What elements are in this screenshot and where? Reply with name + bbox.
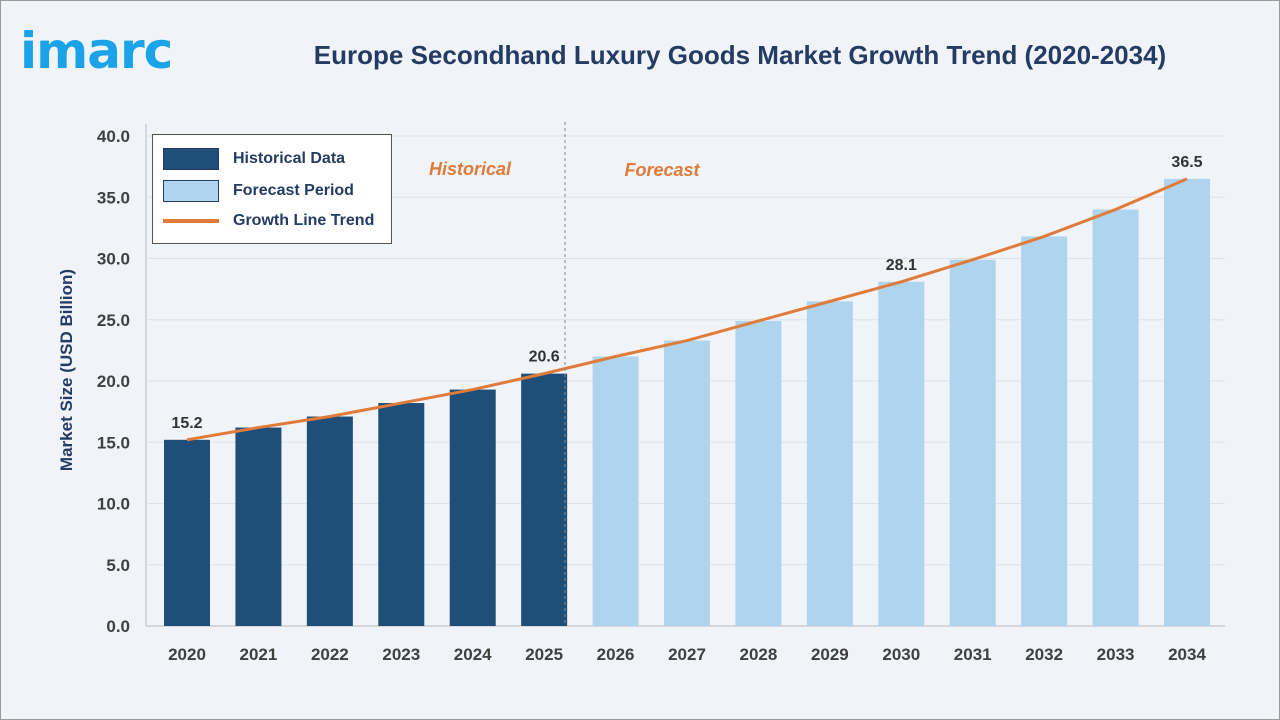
- bar-2033: [1092, 209, 1139, 626]
- forecast-swatch: [163, 180, 219, 202]
- legend-forecast: Forecast Period: [163, 180, 354, 202]
- trend-swatch: [163, 219, 219, 223]
- bar-2031: [949, 259, 996, 626]
- x-tick-label: 2020: [168, 645, 206, 664]
- x-tick-label: 2033: [1097, 645, 1135, 664]
- bar-2021: [235, 427, 282, 626]
- x-tick-label: 2021: [240, 645, 278, 664]
- y-tick-label: 10.0: [97, 495, 130, 514]
- data-label: 36.5: [1171, 154, 1202, 171]
- legend: Historical Data Forecast Period Growth L…: [152, 134, 392, 244]
- y-tick-label: 15.0: [97, 433, 130, 452]
- x-tick-label: 2032: [1025, 645, 1063, 664]
- bar-2025: [521, 373, 568, 626]
- x-tick-label: 2029: [811, 645, 849, 664]
- y-tick-label: 20.0: [97, 372, 130, 391]
- bar-2024: [449, 389, 496, 626]
- chart-title: Europe Secondhand Luxury Goods Market Gr…: [313, 40, 1167, 70]
- forecast-annotation: Forecast: [624, 160, 700, 180]
- bar-2027: [664, 340, 710, 626]
- bar-2026: [592, 356, 639, 626]
- y-tick-label: 25.0: [97, 311, 130, 330]
- y-tick-label: 35.0: [97, 188, 130, 207]
- x-tick-label: 2034: [1168, 645, 1206, 664]
- legend-label: Historical Data: [233, 150, 346, 167]
- legend-trend: Growth Line Trend: [163, 212, 374, 230]
- legend-historical: Historical Data: [163, 148, 345, 170]
- data-label: 28.1: [886, 257, 917, 274]
- data-label: 20.6: [529, 349, 560, 366]
- imarc-logo: imarc: [20, 22, 173, 80]
- x-tick-label: 2024: [454, 645, 492, 664]
- y-axis-label: Market Size (USD Billion): [57, 269, 76, 471]
- data-label: 15.2: [171, 415, 202, 432]
- legend-label: Forecast Period: [233, 182, 354, 199]
- bar-2020: [164, 439, 210, 626]
- y-tick-label: 5.0: [106, 556, 130, 575]
- x-tick-label: 2022: [311, 645, 349, 664]
- bar-2022: [306, 416, 353, 626]
- bar-2023: [378, 403, 425, 626]
- bar-2032: [1021, 236, 1068, 626]
- historical-swatch: [163, 148, 219, 170]
- x-tick-label: 2027: [668, 645, 706, 664]
- bar-2029: [806, 301, 853, 626]
- x-tick-label: 2030: [882, 645, 920, 664]
- y-tick-label: 40.0: [97, 127, 130, 146]
- bar-2034: [1164, 178, 1210, 626]
- x-tick-label: 2023: [382, 645, 420, 664]
- bar-2030: [878, 281, 925, 626]
- legend-label: Growth Line Trend: [233, 212, 375, 229]
- y-tick-label: 0.0: [106, 617, 130, 636]
- y-tick-label: 30.0: [97, 250, 130, 269]
- bar-2028: [735, 320, 782, 626]
- x-tick-label: 2028: [740, 645, 778, 664]
- x-tick-label: 2025: [525, 645, 563, 664]
- historical-annotation: Historical: [429, 159, 512, 179]
- x-tick-label: 2026: [597, 645, 635, 664]
- growth-trend-line: [186, 177, 1188, 442]
- x-tick-label: 2031: [954, 645, 992, 664]
